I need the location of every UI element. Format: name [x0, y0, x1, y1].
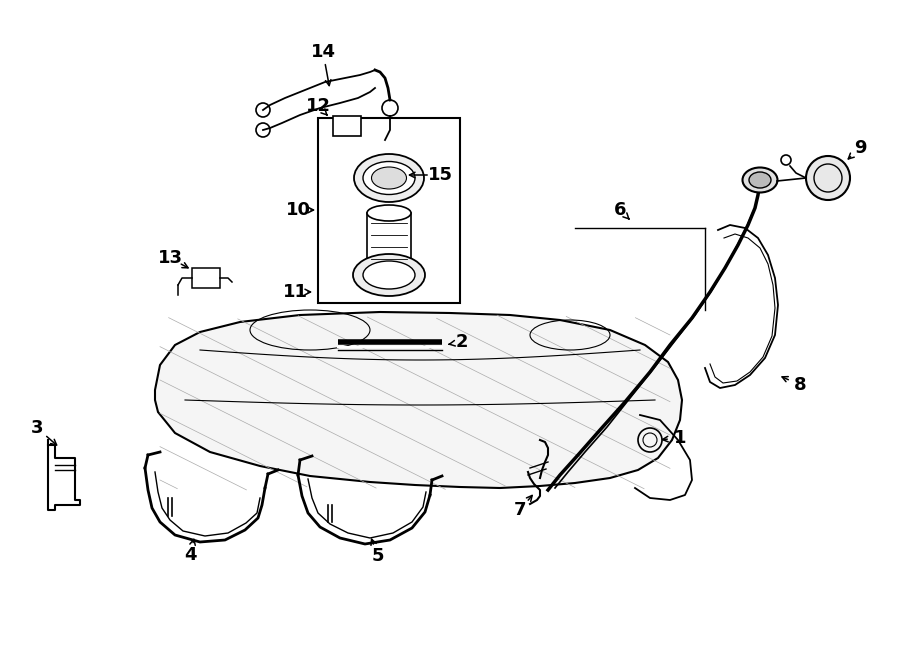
Text: 6: 6 — [614, 201, 626, 219]
Ellipse shape — [749, 172, 771, 188]
Text: 13: 13 — [158, 249, 183, 267]
Ellipse shape — [354, 154, 424, 202]
Text: 8: 8 — [794, 376, 806, 394]
Ellipse shape — [742, 167, 778, 192]
Text: 3: 3 — [31, 419, 43, 437]
Ellipse shape — [372, 167, 407, 189]
Ellipse shape — [363, 261, 415, 289]
Text: 12: 12 — [305, 97, 330, 115]
Bar — [318, 118, 460, 303]
Text: 10: 10 — [285, 201, 310, 219]
Text: 9: 9 — [854, 139, 866, 157]
Text: 2: 2 — [455, 333, 468, 351]
Bar — [192, 268, 220, 288]
Polygon shape — [155, 312, 682, 488]
Circle shape — [806, 156, 850, 200]
Text: 11: 11 — [283, 283, 308, 301]
Bar — [367, 213, 411, 268]
Text: 5: 5 — [372, 547, 384, 565]
Ellipse shape — [363, 161, 415, 194]
Bar — [333, 116, 361, 136]
Ellipse shape — [367, 205, 411, 221]
Text: 14: 14 — [310, 43, 336, 61]
Text: 1: 1 — [674, 429, 686, 447]
Text: 4: 4 — [184, 546, 196, 564]
Ellipse shape — [353, 254, 425, 296]
Text: 15: 15 — [428, 166, 453, 184]
Text: 7: 7 — [514, 501, 526, 519]
